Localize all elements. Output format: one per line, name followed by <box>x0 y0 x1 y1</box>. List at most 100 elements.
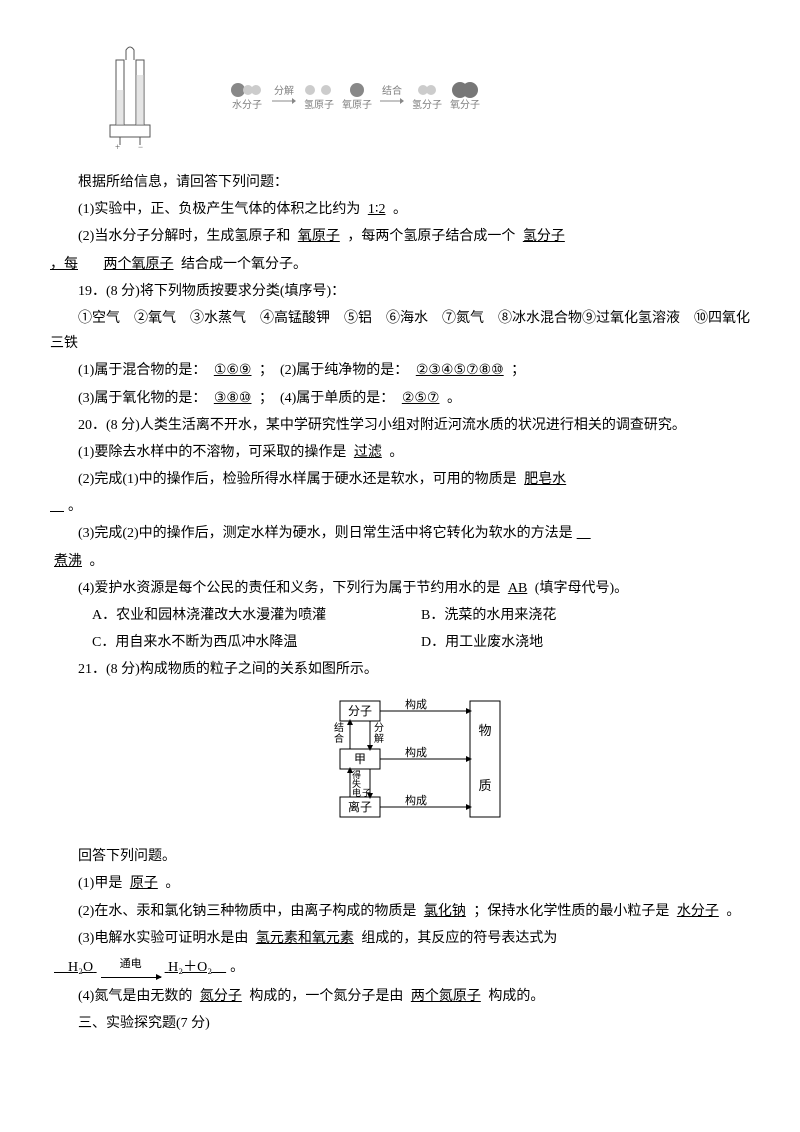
q20-optD: D．用工业废水浇地 <box>421 630 750 655</box>
q21-4: (4)氮气是由无数的 氮分子 构成的，一个氮分子是由 两个氮原子 构成的。 <box>50 984 750 1009</box>
q20-4-answer: AB <box>504 581 531 596</box>
q18-2-text-a: (2)当水分子分解时，生成氢原子和 <box>78 229 290 244</box>
q21-3b: 组成的，其反应的符号表达式为 <box>361 931 557 946</box>
spacer <box>82 257 96 272</box>
q20-2-suffix: 。 <box>50 494 750 519</box>
q21-4-answer2: 两个氮原子 <box>407 989 485 1004</box>
svg-text:电: 电 <box>352 787 361 798</box>
q20-4a: (4)爱护水资源是每个公民的责任和义务，下列行为属于节约用水的是 <box>78 581 500 596</box>
q20-optC: C．用自来水不断为西瓜冲水降温 <box>92 630 421 655</box>
label-o-atom: 氧原子 <box>342 100 372 111</box>
q18-2-answer2: 氢分子 <box>519 229 569 244</box>
svg-text:构成: 构成 <box>405 793 427 807</box>
svg-text:解: 解 <box>374 732 384 745</box>
eq-arrow: 通电 <box>101 957 161 978</box>
svg-text:结: 结 <box>334 721 344 734</box>
q19-4b: 。 <box>447 391 461 406</box>
q20-3b: 。 <box>90 554 104 569</box>
q20-1a: (1)要除去水样中的不溶物，可采取的操作是 <box>78 445 346 460</box>
q21-2c: 。 <box>726 904 740 919</box>
q21-3-equation: H₂O 通电 H₂＋O₂ <box>50 955 230 980</box>
q19-3b: ； (4)属于单质的是： <box>259 391 394 406</box>
svg-text:离子: 离子 <box>348 799 372 814</box>
q20-1b: 。 <box>389 445 403 460</box>
svg-text:分子: 分子 <box>348 704 372 718</box>
section-3-heading: 三、实验探究题(7 分) <box>50 1011 750 1036</box>
q18-2-text-d: 结合成一个氧分子。 <box>181 257 307 272</box>
q20-3-cont: 煮沸 。 <box>50 549 750 574</box>
q19-head: 19．(8 分)将下列物质按要求分类(填序号)： <box>50 279 750 304</box>
q19-3a: (3)属于氧化物的是： <box>78 391 206 406</box>
q21-2b: ；保持水化学性质的最小粒子是 <box>473 904 669 919</box>
q21-1: (1)甲是 原子 。 <box>50 871 750 896</box>
svg-text:质: 质 <box>478 778 491 793</box>
q21-2-answer1: 氯化钠 <box>420 904 470 919</box>
q20-2b: 。 <box>68 499 82 514</box>
q20-4: (4)爱护水资源是每个公民的责任和义务，下列行为属于节约用水的是 AB (填字母… <box>50 576 750 601</box>
label-o2: 氧分子 <box>450 100 480 111</box>
q18-2: (2)当水分子分解时，生成氢原子和 氧原子 ，每两个氢原子结合成一个 氢分子 <box>50 224 750 249</box>
q20-3: (3)完成(2)中的操作后，测定水样为硬水，则日常生活中将它转化为软水的方法是 <box>50 521 750 546</box>
label-h2: 氢分子 <box>412 100 442 111</box>
label-decompose: 分解 <box>274 86 294 97</box>
q18-1: (1)实验中，正、负极产生气体的体积之比约为 1∶2 。 <box>50 197 750 222</box>
q21-4-answer1: 氮分子 <box>196 989 246 1004</box>
q20-2-answer: 肥皂水 <box>520 472 570 487</box>
q21-1a: (1)甲是 <box>78 876 122 891</box>
q18-1-suffix: 。 <box>393 202 407 217</box>
q21-intro: 回答下列问题。 <box>50 844 750 869</box>
eq-condition: 通电 <box>120 958 142 970</box>
top-diagrams: + − 水分子 分解 氢原子 氧原子 结合 <box>50 40 750 150</box>
q19-line1: (1)属于混合物的是： ①⑥⑨ ； (2)属于纯净物的是： ②③④⑤⑦⑧⑩ ； <box>50 358 750 383</box>
q19-1b: ； (2)属于纯净物的是： <box>259 363 408 378</box>
q20-optB: B．洗菜的水用来浇花 <box>421 603 750 628</box>
q18-1-answer: 1∶2 <box>364 202 390 217</box>
svg-text:甲: 甲 <box>354 752 366 766</box>
q19-line2: (3)属于氧化物的是： ③⑧⑩ ； (4)属于单质的是： ②⑤⑦ 。 <box>50 386 750 411</box>
q20-3a: (3)完成(2)中的操作后，测定水样为硬水，则日常生活中将它转化为软水的方法是 <box>78 526 573 541</box>
label-h-atom: 氢原子 <box>304 100 334 111</box>
q20-1-answer: 过滤 <box>350 445 386 460</box>
q21-4b: 构成的，一个氮分子是由 <box>249 989 403 1004</box>
q18-1-text: (1)实验中，正、负极产生气体的体积之比约为 <box>78 202 360 217</box>
svg-text:+: + <box>115 142 120 150</box>
q20-3-pre <box>573 526 595 541</box>
q20-2a: (2)完成(1)中的操作后，检验所得水样属于硬水还是软水，可用的物质是 <box>78 472 517 487</box>
svg-text:合: 合 <box>334 732 344 745</box>
eq-left: H₂O <box>68 960 93 975</box>
q21-4a: (4)氮气是由无数的 <box>78 989 192 1004</box>
q18-2-text-b: ，每两个氢原子结合成一个 <box>347 229 515 244</box>
electrolysis-apparatus-diagram: + − <box>90 40 170 150</box>
q19-2-answer: ②③④⑤⑦⑧⑩ <box>412 363 508 378</box>
q18-2-answer1: 氧原子 <box>294 229 344 244</box>
q18-2-answer3: 两个氧原子 <box>100 257 178 272</box>
particle-relationship-diagram: 分子 甲 离子 物 质 构成 构成 构成 <box>50 695 750 833</box>
q21-1b: 。 <box>165 876 179 891</box>
q21-4c: 构成的。 <box>488 989 544 1004</box>
q18-2-cont: ，每 两个氧原子 结合成一个氧分子。 <box>50 252 750 277</box>
q19-1-answer: ①⑥⑨ <box>210 363 256 378</box>
eq-right: H₂＋O₂ <box>168 960 212 975</box>
svg-text:物: 物 <box>478 723 491 738</box>
q20-opts-row1: A．农业和园林浇灌改大水漫灌为喷灌 B．洗菜的水用来浇花 <box>50 603 750 628</box>
q21-3a: (3)电解水实验可证明水是由 <box>78 931 248 946</box>
svg-text:−: − <box>138 142 143 150</box>
molecule-decomposition-diagram: 水分子 分解 氢原子 氧原子 结合 氢分子 <box>230 80 480 111</box>
q21-3-answer1: 氢元素和氧元素 <box>252 931 358 946</box>
q19-items: ①空气 ②氧气 ③水蒸气 ④高锰酸钾 ⑤铝 ⑥海水 ⑦氮气 ⑧冰水混合物⑨过氧化… <box>50 306 750 356</box>
q21-2-answer2: 水分子 <box>673 904 723 919</box>
q19-1a: (1)属于混合物的是： <box>78 363 206 378</box>
q20-optA: A．农业和园林浇灌改大水漫灌为喷灌 <box>92 603 421 628</box>
q21-2a: (2)在水、汞和氯化钠三种物质中，由离子构成的物质是 <box>78 904 416 919</box>
svg-text:构成: 构成 <box>405 697 427 711</box>
label-water-molecule: 水分子 <box>232 100 262 111</box>
q21-head: 21．(8 分)构成物质的粒子之间的关系如图所示。 <box>50 657 750 682</box>
q21-1-answer: 原子 <box>126 876 162 891</box>
q20-3-answer: 煮沸 <box>50 554 86 569</box>
q20-2: (2)完成(1)中的操作后，检验所得水样属于硬水还是软水，可用的物质是 肥皂水 <box>50 467 750 492</box>
q19-4-answer: ②⑤⑦ <box>398 391 444 406</box>
q20-1: (1)要除去水样中的不溶物，可采取的操作是 过滤 。 <box>50 440 750 465</box>
intro-text: 根据所给信息，请回答下列问题： <box>50 170 750 195</box>
label-combine: 结合 <box>382 86 402 97</box>
q21-2: (2)在水、汞和氯化钠三种物质中，由离子构成的物质是 氯化钠 ；保持水化学性质的… <box>50 899 750 924</box>
